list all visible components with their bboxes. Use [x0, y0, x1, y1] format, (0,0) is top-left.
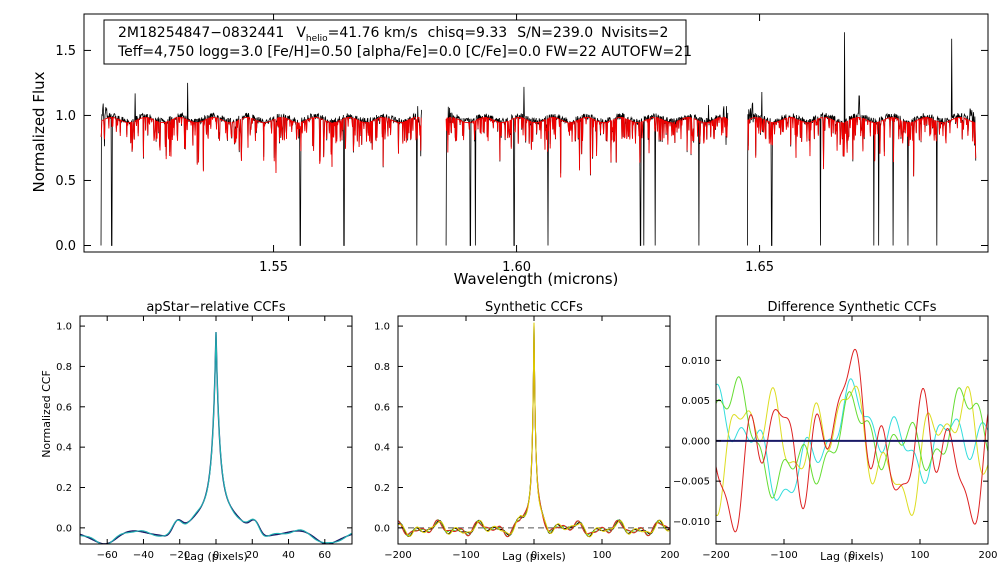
info-vhelio-value: =41.76 km/s — [328, 25, 418, 41]
synthetic-ccf-y-tick-label: 0.4 — [374, 443, 390, 454]
spectrum-model-line-chip-3 — [747, 116, 977, 177]
difference-ccf-line-1 — [716, 378, 988, 501]
spectrum-model-line-chip-2 — [445, 116, 729, 178]
difference-ccf-x-tick-label: −100 — [770, 550, 797, 561]
synthetic-ccf-x-tick-label: 200 — [660, 550, 679, 561]
synthetic-ccf-x-tick-label: 0 — [531, 550, 537, 561]
apstar-ccf-data-layer — [80, 332, 352, 544]
apstar-ccf-y-tick-label: 1.0 — [56, 322, 72, 333]
synthetic-ccf-panel: −200 −100 0 100 200 0.0 0.2 0.4 0.6 0.8 1.0 Synthe… — [374, 300, 679, 563]
difference-ccf-ticks: −200 −100 0 100 200 −0.010 −0.005 0.000 0.005 0.0… — [673, 316, 998, 561]
synthetic-ccf-clip-group — [398, 322, 670, 538]
difference-ccf-x-tick-label: 0 — [849, 550, 855, 561]
synthetic-ccf-title: Synthetic CCFs — [485, 300, 583, 315]
spectrum-model-line-chip-1 — [100, 116, 422, 173]
apstar-ccf-x-tick-label: 60 — [318, 550, 331, 561]
spectrum-observed-line-chip-2 — [445, 86, 729, 246]
apstar-ccf-y-tick-label: 0.8 — [56, 362, 72, 373]
difference-ccf-x-tick-label: 200 — [978, 550, 997, 561]
spectrum-x-axis-label: Wavelength (microns) — [454, 270, 619, 288]
spectrum-info-box: 2M18254847−0832441 Vhelio=41.76 km/s chisq… — [103, 19, 692, 65]
synthetic-ccf-line-4 — [398, 322, 670, 538]
synthetic-ccf-x-axis-label: Lag (pixels) — [502, 550, 566, 563]
info-box-frame — [103, 19, 687, 65]
difference-ccf-title: Difference Synthetic CCFs — [767, 300, 936, 315]
spectrum-y-tick-label: 0.0 — [55, 239, 76, 254]
apstar-ccf-panel: −60 −40 −20 0 20 40 60 0.0 0.2 0.4 0.6 0.8 1.0 apSta… — [40, 300, 353, 563]
apstar-ccf-x-tick-label: 0 — [213, 550, 219, 561]
spectrum-clip-group — [100, 32, 977, 246]
spectrum-observed-line-chip-1 — [100, 82, 423, 246]
apstar-ccf-y-tick-label: 0.6 — [56, 402, 72, 413]
synthetic-ccf-x-tick-label: −200 — [384, 550, 411, 561]
difference-ccf-panel: −200 −100 0 100 200 −0.010 −0.005 0.000 0.005 0.0… — [673, 300, 998, 563]
synthetic-ccf-y-tick-label: 0.6 — [374, 402, 390, 413]
apstar-ccf-x-tick-label: 40 — [282, 550, 295, 561]
apstar-ccf-y-tick-label: 0.0 — [56, 523, 72, 534]
synthetic-ccf-y-tick-label: 0.8 — [374, 362, 390, 373]
difference-ccf-line-3 — [716, 376, 988, 499]
synthetic-ccf-y-tick-label: 1.0 — [374, 322, 390, 333]
spectrum-x-tick-label: 1.65 — [745, 260, 774, 275]
difference-ccf-y-tick-label: 0.000 — [681, 436, 710, 447]
info-star-id: 2M18254847−0832441 — [118, 25, 284, 41]
info-chisq: chisq=9.33 — [428, 25, 508, 41]
apstar-ccf-x-tick-label: −40 — [133, 550, 154, 561]
spectrum-x-tick-label: 1.60 — [502, 260, 531, 275]
info-vhelio-symbol: V — [296, 25, 306, 41]
difference-ccf-line-4 — [716, 348, 988, 533]
difference-ccf-clip-group — [716, 348, 988, 533]
apstar-ccf-title: apStar−relative CCFs — [146, 300, 286, 315]
apstar-ccf-x-tick-label: 20 — [246, 550, 259, 561]
spectrum-x-tick-label: 1.55 — [259, 260, 288, 275]
synthetic-ccf-x-tick-label: 100 — [592, 550, 611, 561]
apstar-ccf-combined-line — [80, 332, 352, 544]
spectrum-y-tick-label: 1.5 — [55, 44, 76, 59]
spectrum-observed-line-chip-3 — [747, 32, 977, 246]
synthetic-ccf-x-tick-label: −100 — [452, 550, 479, 561]
synthetic-ccf-y-tick-label: 0.2 — [374, 483, 390, 494]
apstar-ccf-x-tick-label: −60 — [97, 550, 118, 561]
synthetic-ccf-data-layer — [398, 322, 670, 538]
info-box-line-2: Teff=4,750 logg=3.0 [Fe/H]=0.50 [alpha/F… — [117, 44, 692, 60]
spectrum-data-layer — [100, 32, 977, 246]
spectrum-ticks: 1.55 1.60 1.65 0.0 0.5 1.0 1.5 — [55, 14, 988, 275]
difference-ccf-x-tick-label: −200 — [702, 550, 729, 561]
difference-ccf-line-2 — [716, 385, 988, 517]
difference-ccf-x-axis-label: Lag (pixels) — [820, 550, 884, 563]
apstar-ccf-x-axis-label: Lag (pixels) — [184, 550, 248, 563]
apstar-ccf-clip-group — [80, 332, 352, 544]
apstar-ccf-x-tick-label: −20 — [169, 550, 190, 561]
spectrum-panel: 1.55 1.60 1.65 0.0 0.5 1.0 1.5 Wavelength (mic… — [30, 13, 989, 288]
info-box-line-1: 2M18254847−0832441 Vhelio=41.76 km/s chisq… — [118, 25, 668, 44]
apstar-ccf-ticks: −60 −40 −20 0 20 40 60 0.0 0.2 0.4 0.6 0.8 1.0 — [56, 316, 352, 561]
info-nvisits: Nvisits=2 — [601, 25, 668, 41]
spectrum-plot-frame — [83, 13, 989, 253]
difference-ccf-y-tick-label: 0.005 — [681, 396, 710, 407]
apstar-ccf-y-axis-label: Normalized CCF — [40, 370, 53, 458]
spectrum-y-tick-label: 0.5 — [55, 174, 76, 189]
spectrum-y-tick-label: 1.0 — [55, 109, 76, 124]
info-snr: S/N=239.0 — [517, 25, 593, 41]
difference-ccf-y-tick-label: 0.010 — [681, 356, 710, 367]
synthetic-ccf-y-tick-label: 0.0 — [374, 523, 390, 534]
apstar-ccf-y-tick-label: 0.4 — [56, 443, 72, 454]
info-vhelio-subscript: helio — [306, 34, 328, 44]
difference-ccf-data-layer — [716, 348, 988, 533]
difference-ccf-y-tick-label: −0.010 — [673, 517, 710, 528]
difference-ccf-x-tick-label: 100 — [910, 550, 929, 561]
difference-ccf-y-tick-label: −0.005 — [673, 477, 710, 488]
synthetic-ccf-ticks: −200 −100 0 100 200 0.0 0.2 0.4 0.6 0.8 1.0 — [374, 316, 680, 561]
apstar-ccf-visit-line — [80, 332, 352, 544]
spectrum-y-axis-label: Normalized Flux — [30, 71, 48, 192]
apstar-ccf-y-tick-label: 0.2 — [56, 483, 72, 494]
